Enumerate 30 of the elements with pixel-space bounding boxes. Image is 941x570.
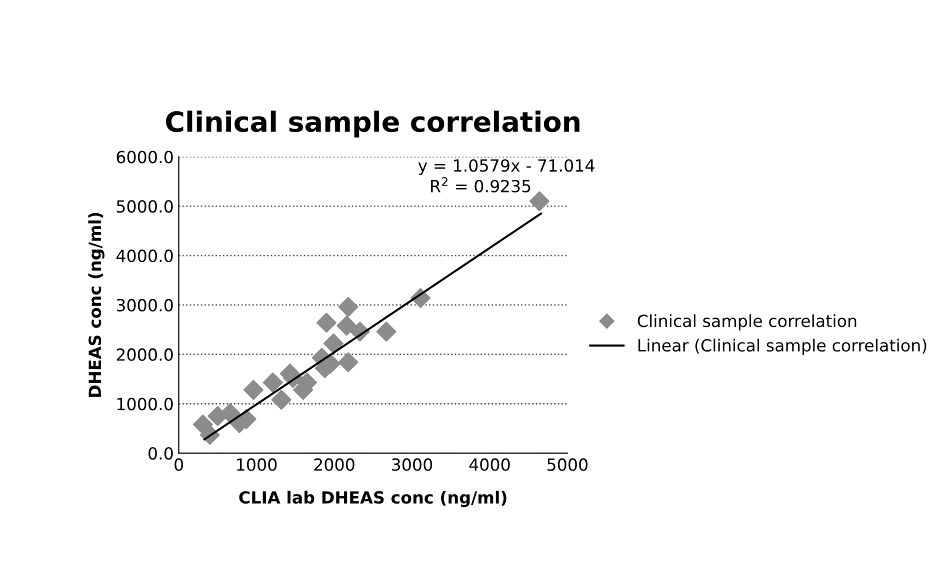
point [323,333,344,354]
point [376,322,396,342]
point [271,390,292,410]
annotation: R$^{2}$ = 0.9235 [431,177,530,192]
x-tick-label: 3000 [392,458,432,471]
y-tick-label: 4000.0 [116,250,173,262]
y-tick-label: 5000.0 [116,200,173,213]
point [529,191,550,212]
legend-label: Linear (Clinical sample correlation) [638,338,926,355]
y-axis-title: DHEAS conc (ng/ml) [88,212,104,397]
x-tick-label: 1000 [237,458,277,471]
y-tick-label: 3000.0 [116,298,173,312]
annotation: y = 1.0579x - 71.014 [418,159,594,176]
x-tick-label: 5000 [548,458,588,471]
y-tick-label: 1000.0 [117,398,173,410]
y-tick-label: 0.0 [148,447,173,460]
x-tick-label: 2000 [314,458,354,471]
y-tick-label: 6000.0 [116,150,173,164]
chart-title: Clinical sample correlation [166,110,580,138]
x-axis-title: CLIA lab DHEAS conc (ng/ml) [239,490,506,508]
point [316,312,336,333]
x-tick-label: 4000 [469,458,510,471]
x-tick-label: 0 [174,458,183,471]
point [262,372,283,393]
point [243,380,264,400]
legend-label: Clinical sample correlation [638,314,856,330]
point [338,296,358,317]
point [336,316,357,336]
y-tick-label: 2000.0 [116,348,173,361]
point [338,352,358,372]
